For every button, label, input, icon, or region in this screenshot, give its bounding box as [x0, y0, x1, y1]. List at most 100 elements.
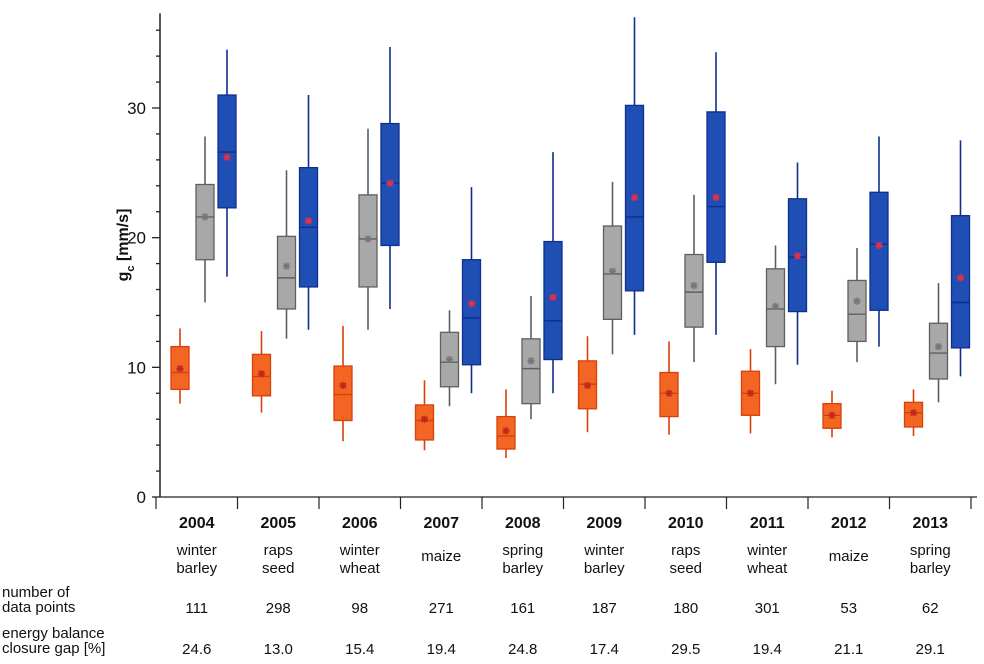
y-axis: 0 10 20 30: [127, 13, 161, 507]
crop-label: spring: [910, 542, 951, 559]
row-value: 98: [351, 600, 368, 617]
row-value: 301: [755, 600, 780, 617]
box-2010-s0: [659, 341, 679, 435]
mean-marker: [771, 302, 780, 310]
box-body: [521, 338, 541, 405]
box-body: [333, 365, 353, 422]
row-value: 29.1: [916, 641, 945, 658]
box-body: [706, 111, 726, 263]
y-axis-label-unit: [mm/s]: [115, 209, 132, 266]
year-label: 2004: [179, 515, 215, 532]
crop-label: maize: [421, 548, 461, 565]
year-label: 2007: [423, 515, 459, 532]
year-label: 2008: [505, 515, 541, 532]
crop-label: barley: [584, 560, 625, 577]
row-value: 187: [592, 600, 617, 617]
box-2008-s1: [521, 296, 541, 420]
box-2006-s2: [380, 47, 400, 309]
box-2013-s1: [928, 283, 949, 403]
box-body: [684, 253, 704, 328]
box-2013-s0: [903, 389, 924, 437]
row-label: data points: [2, 599, 75, 616]
box-2011-s2: [787, 162, 808, 365]
mean-marker: [549, 293, 557, 301]
box-body: [950, 214, 971, 349]
crop-label: wheat: [746, 560, 788, 577]
mean-marker: [875, 241, 883, 250]
row-value: 15.4: [345, 641, 374, 658]
crop-label: maize: [829, 548, 869, 565]
box-2010-s1: [684, 194, 704, 363]
box-2007-s0: [414, 380, 435, 451]
box-2010-s2: [706, 52, 726, 335]
mean-marker: [386, 179, 394, 187]
crop-label: seed: [262, 560, 295, 577]
mean-marker: [445, 355, 454, 364]
box-2012-s2: [869, 136, 889, 347]
y-tick-label: 30: [127, 99, 146, 118]
box-body: [461, 259, 482, 366]
crop-label: barley: [910, 560, 951, 577]
box-2005-s1: [276, 170, 297, 339]
box-2011-s0: [740, 349, 761, 434]
row-value: 180: [673, 600, 698, 617]
mean-marker: [223, 153, 231, 161]
y-tick-label: 10: [127, 358, 146, 377]
mean-marker: [630, 193, 639, 202]
mean-marker: [257, 370, 266, 378]
box-body: [928, 322, 949, 380]
box-2012-s0: [822, 390, 842, 438]
year-label: 2013: [912, 515, 948, 532]
row-value: 161: [510, 600, 535, 617]
crop-label: barley: [502, 560, 543, 577]
mean-marker: [956, 274, 965, 282]
row-value: 24.6: [182, 641, 211, 658]
mean-marker: [527, 357, 535, 365]
row-value: 111: [185, 600, 208, 617]
box-2005-s0: [251, 331, 272, 413]
row-value: 29.5: [671, 641, 700, 658]
crop-label: winter: [176, 542, 217, 559]
y-tick-label: 20: [127, 229, 146, 248]
mean-marker: [282, 262, 291, 270]
y-tick-label: 0: [137, 488, 146, 507]
row-label: energy balance: [2, 625, 105, 642]
mean-marker: [420, 415, 429, 423]
box-body: [276, 235, 297, 310]
mean-marker: [176, 365, 184, 373]
mean-marker: [746, 389, 755, 397]
mean-marker: [364, 235, 372, 243]
row-label: number of: [2, 584, 70, 601]
mean-marker: [583, 381, 592, 390]
box-body: [869, 191, 889, 311]
crop-label: winter: [339, 542, 380, 559]
mean-marker: [909, 409, 918, 417]
box-2009-s1: [602, 181, 623, 355]
y-axis-label-subscript: c: [125, 266, 137, 272]
crop-label: raps: [264, 542, 293, 559]
row-value: 62: [922, 600, 939, 617]
mean-marker: [828, 411, 836, 419]
row-value: 21.1: [834, 641, 863, 658]
crop-label: winter: [583, 542, 624, 559]
mean-marker: [467, 300, 476, 308]
row-value: 17.4: [590, 641, 619, 658]
mean-marker: [201, 213, 209, 221]
row-value: 19.4: [427, 641, 456, 658]
year-label: 2009: [586, 515, 622, 532]
mean-marker: [690, 282, 698, 290]
box-2004-s1: [195, 136, 215, 303]
box-2006-s0: [333, 325, 353, 442]
box-2012-s1: [847, 248, 867, 363]
row-value: 19.4: [753, 641, 782, 658]
row-label: closure gap [%]: [2, 640, 105, 657]
crop-label: raps: [671, 542, 700, 559]
box-2005-s2: [298, 95, 319, 330]
box-2011-s1: [765, 245, 786, 385]
year-label: 2005: [260, 515, 296, 532]
year-table: 2004winterbarley2005rapsseed2006winterwh…: [2, 496, 977, 658]
row-value: 24.8: [508, 641, 537, 658]
box-2004-s2: [217, 49, 237, 277]
mean-marker: [665, 389, 673, 397]
